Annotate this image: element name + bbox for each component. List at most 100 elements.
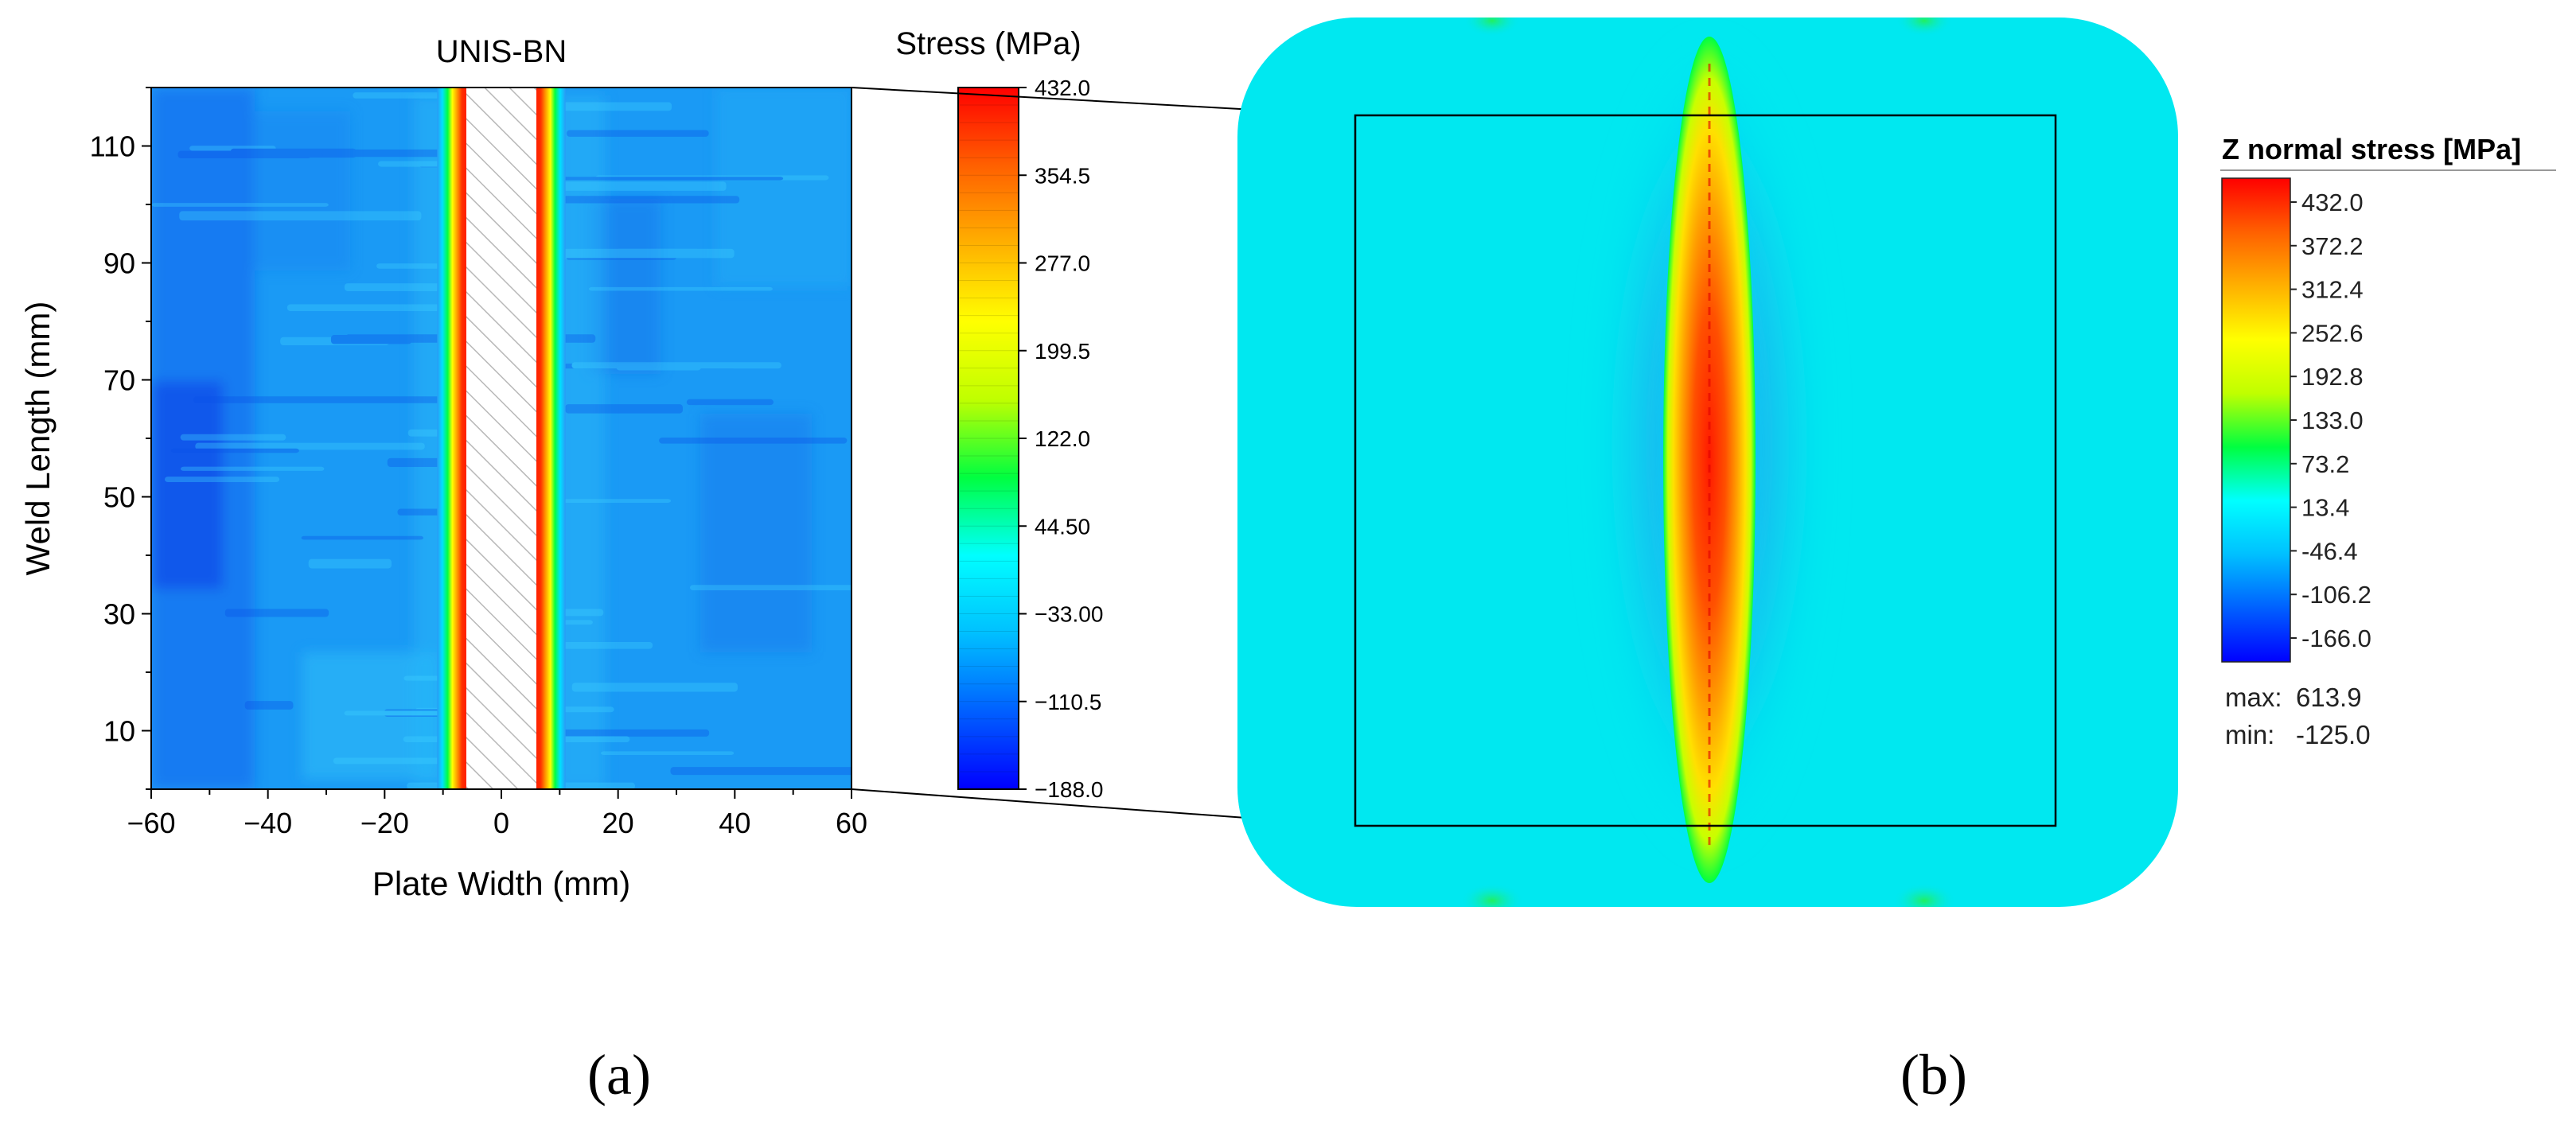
colorbar-b-tick-label: 73.2 <box>2301 450 2349 478</box>
texture-streak <box>244 701 294 710</box>
texture-streak <box>179 211 422 221</box>
colorbar-a-tick-label: −33.00 <box>1035 602 1103 627</box>
fea-contour <box>1237 18 2178 907</box>
panel-b: Z normal stress [MPa] 432.0 372.2 312.4 252… <box>1237 18 2556 907</box>
texture-streak <box>589 286 773 291</box>
texture-streak <box>555 706 614 713</box>
texture-streak <box>164 477 280 482</box>
colorbar-b <box>2221 177 2291 663</box>
texture-streak <box>344 283 441 291</box>
zoom-frame <box>1354 114 2057 827</box>
colorbar-b-tick-label: 13.4 <box>2301 494 2349 522</box>
panel-label-a: (a) <box>587 1043 651 1107</box>
x-tick-label-a: 20 <box>602 807 634 839</box>
texture-streak <box>333 757 472 765</box>
x-axis-label-a: Plate Width (mm) <box>372 865 630 902</box>
texture-streak <box>170 448 299 453</box>
weld-stress-ellipse <box>1663 37 1756 883</box>
texture-streak <box>330 335 412 344</box>
x-tick-label-a: 60 <box>836 807 867 839</box>
colorbar-a-tick-label: 432.0 <box>1035 76 1090 100</box>
weld-zone-hatched <box>466 88 536 789</box>
colorbar-a-tick-label: −188.0 <box>1035 777 1103 802</box>
texture-streak <box>690 585 852 590</box>
x-tick-label-a: −20 <box>360 807 409 839</box>
weld-band-left <box>437 88 466 789</box>
y-tick-label-a: 10 <box>103 715 135 748</box>
texture-streak <box>535 364 736 369</box>
texture-streak <box>548 641 653 649</box>
x-tick-label-a: 0 <box>493 807 509 839</box>
texture-streak <box>151 203 329 207</box>
texture-streak <box>181 466 325 471</box>
weld-band-right <box>536 88 566 789</box>
max-label: max: <box>2225 683 2282 712</box>
colorbar-a-ticks: 432.0 354.5 277.0 199.5 122.0 44.50 −33.00 −110… <box>1019 76 1103 802</box>
texture-streak <box>595 175 829 181</box>
texture-streak <box>571 683 738 692</box>
x-tick-label-a: −60 <box>127 807 175 839</box>
texture-streak <box>565 404 683 414</box>
colorbar-b-tick-label: -106.2 <box>2301 581 2371 609</box>
texture-streak <box>601 751 735 756</box>
x-tick-label-a: 40 <box>719 807 750 839</box>
colorbar-b-tick-label: 372.2 <box>2301 232 2364 260</box>
texture-streak <box>286 304 443 312</box>
texture-streak <box>571 362 781 369</box>
y-tick-label-a: 50 <box>103 481 135 514</box>
colorbar-a-tick-label: 277.0 <box>1035 251 1090 276</box>
green-spot-top-left <box>1463 18 1521 37</box>
texture-streak <box>347 334 412 344</box>
colorbar-b-tick-label: 252.6 <box>2301 319 2364 347</box>
colorbar-b-tick-label: -46.4 <box>2301 537 2358 565</box>
min-label: min: <box>2225 720 2274 749</box>
texture-streak <box>301 535 424 540</box>
texture-streak <box>230 148 357 158</box>
colorbar-b-tick-label: 312.4 <box>2301 276 2364 304</box>
min-value: -125.0 <box>2296 720 2371 749</box>
texture-streak <box>547 196 740 204</box>
colorbar-a-title: Stress (MPa) <box>895 26 1081 61</box>
y-axis-a: 10 30 50 70 90 110 <box>90 87 151 790</box>
colorbar-b-tick-label: 432.0 <box>2301 189 2364 216</box>
texture-streak <box>686 399 774 406</box>
green-spot-top-right <box>1896 18 1953 37</box>
texture-streak <box>189 146 276 151</box>
chart-a-title: UNIS-BN <box>436 34 567 69</box>
y-axis-label-a: Weld Length (mm) <box>19 302 57 576</box>
texture-streak <box>177 150 311 158</box>
y-tick-label-a: 30 <box>103 598 135 631</box>
colorbar-b-title: Z normal stress [MPa] <box>2222 133 2521 165</box>
texture-streak <box>344 710 443 716</box>
colorbar-a-tick-label: 44.50 <box>1035 514 1090 539</box>
colorbar-b-tick-label: 192.8 <box>2301 363 2364 391</box>
texture-streak <box>565 251 677 260</box>
colorbar-a-tick-label: −110.5 <box>1035 690 1101 714</box>
texture-streak <box>280 337 390 346</box>
texture-streak <box>559 177 784 181</box>
colorbar-a-tick-label: 199.5 <box>1035 339 1090 364</box>
x-tick-label-a: −40 <box>244 807 292 839</box>
colorbar-a-tick-label: 122.0 <box>1035 426 1090 451</box>
plot-area-a <box>151 88 852 789</box>
colorbar-a-tick-label: 354.5 <box>1035 163 1090 188</box>
texture-streak <box>224 609 329 617</box>
texture-streak <box>308 558 392 569</box>
texture-streak <box>180 434 286 441</box>
y-tick-label-a: 110 <box>90 130 135 163</box>
panel-label-b: (b) <box>1900 1043 1967 1107</box>
y-tick-label-a: 70 <box>103 364 135 397</box>
texture-streak <box>556 181 727 191</box>
green-spot-bottom-left <box>1460 883 1524 907</box>
max-value: 613.9 <box>2296 683 2362 712</box>
y-tick-label-a: 90 <box>103 247 135 280</box>
green-spot-bottom-right <box>1892 883 1956 907</box>
x-axis-a: −60 −40 −20 0 20 40 60 <box>127 789 867 839</box>
texture-streak <box>659 437 848 444</box>
colorbar-a-bands <box>958 104 1019 772</box>
colorbar-b-tick-label: -166.0 <box>2301 625 2371 652</box>
texture-streak <box>616 364 701 371</box>
colorbar-b-tick-label: 133.0 <box>2301 407 2364 434</box>
